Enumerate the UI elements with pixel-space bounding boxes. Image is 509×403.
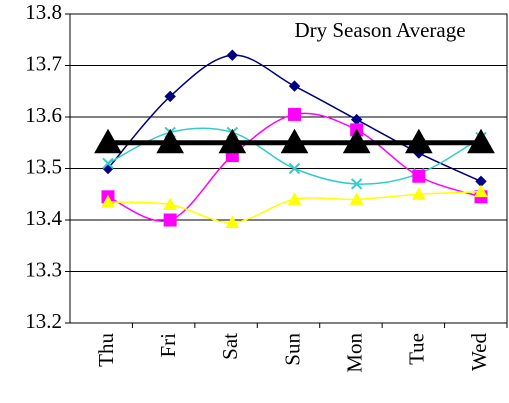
marker xyxy=(94,128,122,154)
marker xyxy=(226,49,239,61)
marker xyxy=(163,213,177,227)
y-tick-label: 13.6 xyxy=(25,103,62,127)
marker xyxy=(163,197,178,211)
y-tick-label: 13.3 xyxy=(25,257,62,281)
x-tick-label: Tue xyxy=(405,333,429,365)
y-tick-label: 13.4 xyxy=(25,206,62,230)
y-tick-label: 13.7 xyxy=(25,51,62,75)
marker xyxy=(474,184,488,198)
marker xyxy=(287,192,302,205)
marker xyxy=(288,107,301,121)
x-tick-label: Mon xyxy=(342,333,366,373)
marker xyxy=(350,178,363,190)
plot-border xyxy=(69,13,508,324)
marker xyxy=(218,128,247,154)
marker xyxy=(411,187,426,200)
y-tick-label: 13.5 xyxy=(25,154,62,178)
marker xyxy=(101,194,115,208)
marker xyxy=(156,128,185,154)
marker xyxy=(102,157,114,170)
x-tick-label: Sun xyxy=(280,333,304,366)
annotation: Dry Season Average xyxy=(294,18,465,42)
y-tick-label: 13.2 xyxy=(25,309,62,333)
y-tick-label: 13.8 xyxy=(25,0,62,24)
marker xyxy=(288,80,301,92)
marker xyxy=(225,215,240,229)
x-tick-label: Fri xyxy=(156,333,180,358)
marker xyxy=(280,128,309,154)
marker xyxy=(404,128,433,154)
marker xyxy=(349,192,364,205)
marker xyxy=(467,128,495,154)
x-tick-label: Wed xyxy=(467,333,491,371)
marker xyxy=(342,128,371,154)
marker xyxy=(350,113,363,126)
marker xyxy=(288,162,301,175)
marker xyxy=(412,169,426,183)
x-tick-label: Thu xyxy=(94,333,118,367)
marker xyxy=(164,90,176,103)
x-tick-label: Sat xyxy=(218,333,242,360)
